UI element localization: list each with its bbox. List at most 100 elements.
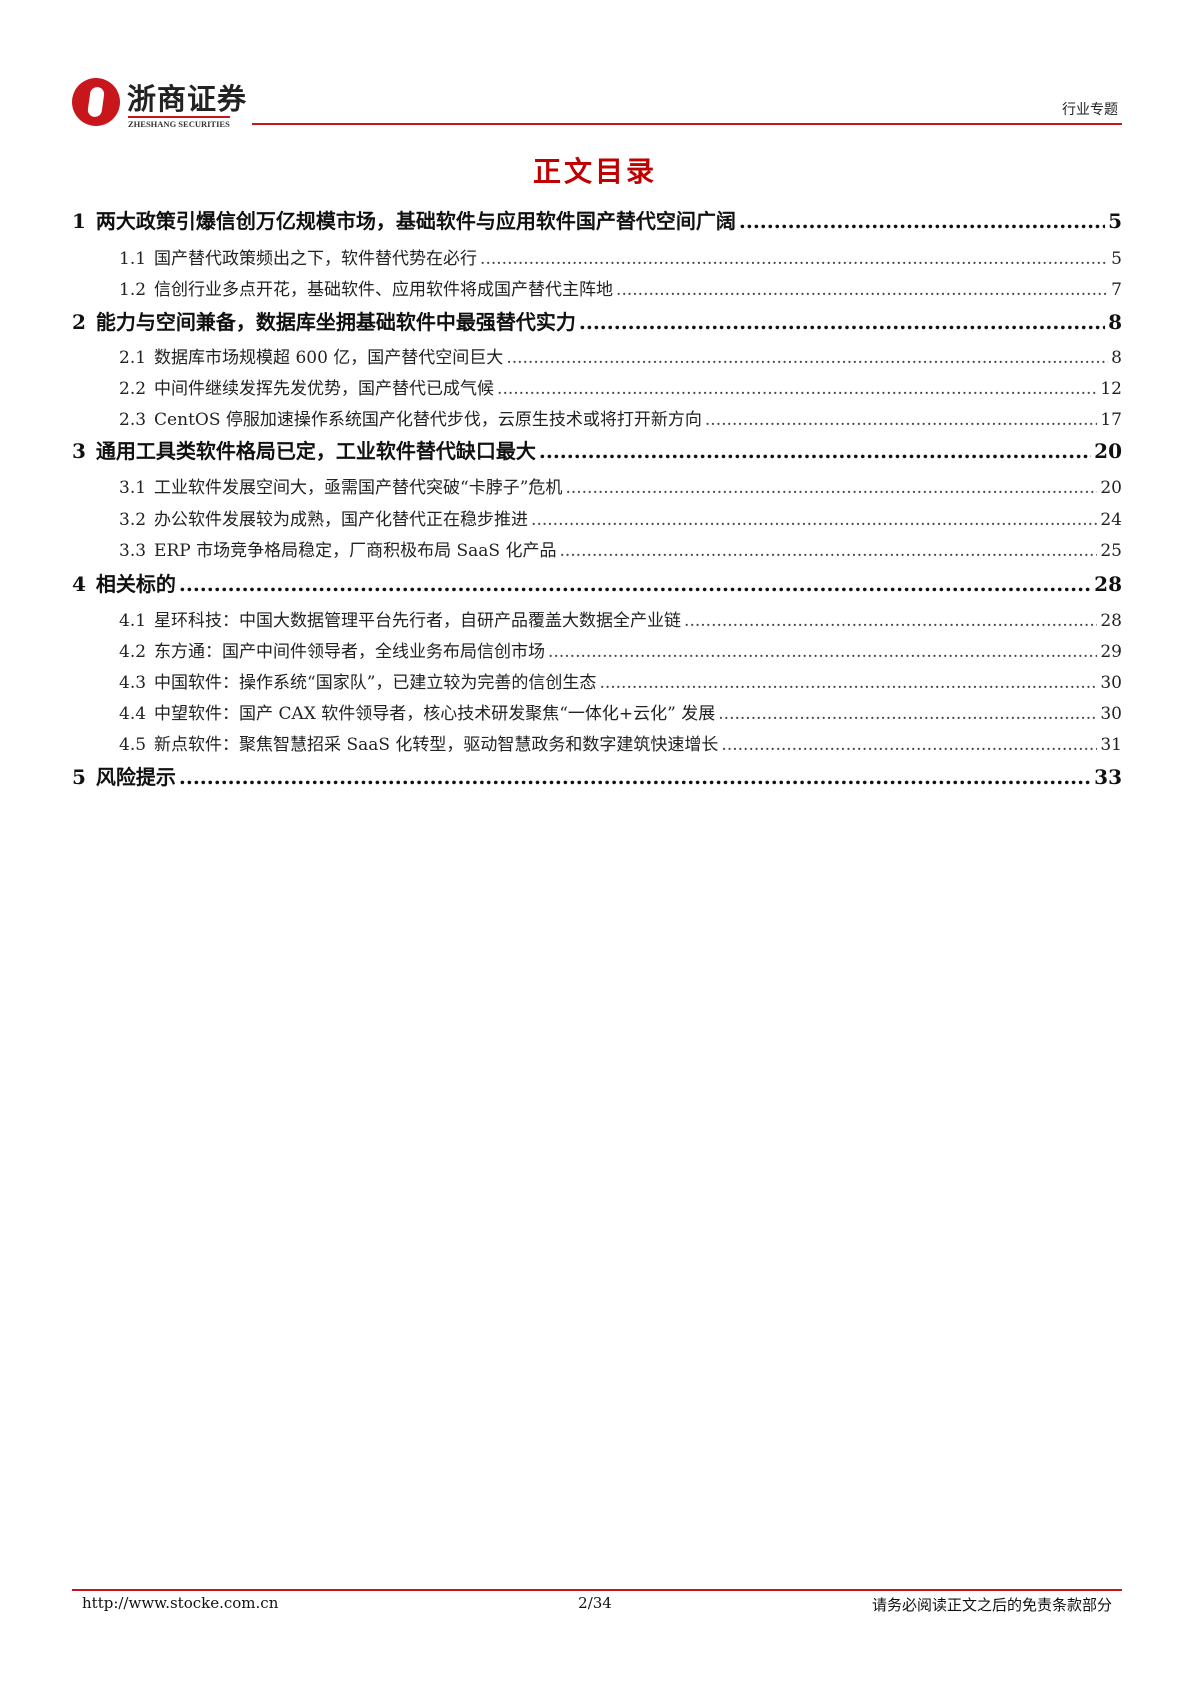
toc-leader-dots [559, 541, 1097, 561]
disclaimer-note: 请务必阅读正文之后的免责条款部分 [871, 1596, 1112, 1614]
toc-page-number: 33 [1094, 765, 1122, 789]
toc-leader-dots [497, 379, 1097, 399]
toc-number: 3 [72, 439, 86, 463]
toc-subsection[interactable]: 3.3 ERP 市场竞争格局稳定，厂商积极布局 SaaS 化产品 25 [72, 536, 1122, 561]
toc-subsection[interactable]: 4.1 星环科技：中国大数据管理平台先行者，自研产品覆盖大数据全产业链 28 [72, 606, 1122, 631]
toc-text: ERP 市场竞争格局稳定，厂商积极布局 SaaS 化产品 [154, 541, 557, 561]
toc-leader-dots [506, 348, 1108, 368]
toc-text: 数据库市场规模超 600 亿，国产替代空间巨大 [154, 348, 504, 368]
toc-number: 5 [72, 765, 86, 789]
toc-leader-dots [739, 209, 1105, 233]
logo-text-en: ZHESHANG SECURITIES [128, 116, 230, 129]
toc-number: 2.1 [119, 348, 147, 368]
toc-section[interactable]: 4 相关标的 28 [72, 568, 1122, 597]
toc-leader-dots [565, 478, 1097, 498]
toc-text: 相关标的 [95, 572, 176, 596]
toc-text: 国产替代政策频出之下，软件替代势在必行 [154, 249, 478, 269]
toc-number: 4.1 [119, 611, 147, 631]
toc-subsection[interactable]: 1.2 信创行业多点开花，基础软件、应用软件将成国产替代主阵地 7 [72, 275, 1122, 300]
toc-subsection[interactable]: 3.1 工业软件发展空间大，亟需国产替代突破“卡脖子”危机 20 [72, 473, 1122, 498]
toc-page-number: 29 [1100, 642, 1122, 662]
toc-text: 东方通：国产中间件领导者，全线业务布局信创市场 [154, 642, 546, 662]
toc-subsection[interactable]: 1.1 国产替代政策频出之下，软件替代势在必行 5 [72, 244, 1122, 269]
toc-subsection[interactable]: 2.2 中间件继续发挥先发优势，国产替代已成气候 12 [72, 374, 1122, 399]
toc-leader-dots [599, 673, 1097, 693]
toc-number: 4.4 [119, 704, 147, 724]
toc-number: 3.3 [119, 541, 147, 561]
toc-leader-dots [721, 735, 1097, 755]
toc-leader-dots [539, 439, 1091, 463]
footer-url-link[interactable]: http://www.stocke.com.cn [82, 1594, 279, 1612]
toc-page-number: 17 [1100, 410, 1122, 430]
toc-section[interactable]: 2 能力与空间兼备，数据库坐拥基础软件中最强替代实力 8 [72, 306, 1122, 335]
toc-text: 星环科技：中国大数据管理平台先行者，自研产品覆盖大数据全产业链 [154, 611, 682, 631]
toc-leader-dots [684, 611, 1097, 631]
toc-leader-dots [579, 310, 1105, 334]
toc-text: CentOS 停服加速操作系统国产化替代步伐，云原生技术或将打开新方向 [154, 410, 702, 430]
footer-divider [72, 1589, 1122, 1591]
toc-leader-dots [179, 765, 1091, 789]
toc-number: 1.2 [119, 280, 147, 300]
toc-subsection[interactable]: 4.3 中国软件：操作系统“国家队”，已建立较为完善的信创生态 30 [72, 668, 1122, 693]
report-type-tag: 行业专题 [1062, 102, 1118, 118]
toc-text: 中间件继续发挥先发优势，国产替代已成气候 [154, 379, 495, 399]
toc-leader-dots [179, 572, 1091, 596]
toc-page-number: 28 [1100, 611, 1122, 631]
toc-subsection[interactable]: 4.4 中望软件：国产 CAX 软件领导者，核心技术研发聚焦“一体化+云化” 发展… [72, 699, 1122, 724]
toc-number: 2 [72, 310, 86, 334]
toc-page-number: 8 [1108, 310, 1122, 334]
toc-section[interactable]: 1 两大政策引爆信创万亿规模市场，基础软件与应用软件国产替代空间广阔 5 [72, 205, 1122, 234]
toc-page-number: 25 [1100, 541, 1122, 561]
company-logo: 浙商证券 ZHESHANG SECURITIES [72, 76, 252, 129]
toc-page-number: 20 [1094, 439, 1122, 463]
toc-leader-dots [705, 410, 1097, 430]
toc-page-number: 5 [1108, 209, 1122, 233]
toc-number: 4.3 [119, 673, 147, 693]
toc-page-number: 20 [1100, 478, 1122, 498]
toc-page-number: 24 [1100, 510, 1122, 530]
toc-number: 1.1 [119, 249, 147, 269]
toc-number: 4.5 [119, 735, 147, 755]
toc-page-number: 28 [1094, 572, 1122, 596]
toc-title: 正文目录 [532, 155, 657, 188]
toc-leader-dots [531, 510, 1097, 530]
toc-text: 办公软件发展较为成熟，国产化替代正在稳步推进 [154, 510, 529, 530]
toc-leader-dots [718, 704, 1097, 724]
page-number: 2/34 [578, 1594, 612, 1612]
toc-text: 通用工具类软件格局已定，工业软件替代缺口最大 [95, 439, 536, 463]
toc-text: 新点软件：聚焦智慧招采 SaaS 化转型，驱动智慧政务和数字建筑快速增长 [154, 735, 719, 755]
toc-subsection[interactable]: 2.3 CentOS 停服加速操作系统国产化替代步伐，云原生技术或将打开新方向 17 [72, 405, 1122, 430]
toc-leader-dots [616, 280, 1108, 300]
toc-page-number: 12 [1100, 379, 1122, 399]
toc-section[interactable]: 3 通用工具类软件格局已定，工业软件替代缺口最大 20 [72, 435, 1122, 464]
toc-number: 3.2 [119, 510, 147, 530]
toc-page-number: 31 [1100, 735, 1122, 755]
toc-section[interactable]: 5 风险提示 33 [72, 761, 1122, 790]
toc-text: 风险提示 [95, 765, 176, 789]
toc-page-number: 8 [1111, 348, 1122, 368]
toc-subsection[interactable]: 2.1 数据库市场规模超 600 亿，国产替代空间巨大 8 [72, 343, 1122, 368]
toc-text: 工业软件发展空间大，亟需国产替代突破“卡脖子”危机 [154, 478, 563, 498]
toc-text: 能力与空间兼备，数据库坐拥基础软件中最强替代实力 [95, 310, 576, 334]
toc-page-number: 30 [1100, 704, 1122, 724]
toc-text: 信创行业多点开花，基础软件、应用软件将成国产替代主阵地 [154, 280, 614, 300]
toc-leader-dots [480, 249, 1108, 269]
toc-number: 3.1 [119, 478, 147, 498]
toc-text: 两大政策引爆信创万亿规模市场，基础软件与应用软件国产替代空间广阔 [95, 209, 736, 233]
toc-subsection[interactable]: 3.2 办公软件发展较为成熟，国产化替代正在稳步推进 24 [72, 505, 1122, 530]
toc-leader-dots [548, 642, 1097, 662]
toc-subsection[interactable]: 4.5 新点软件：聚焦智慧招采 SaaS 化转型，驱动智慧政务和数字建筑快速增长 3… [72, 730, 1122, 755]
toc-number: 2.3 [119, 410, 147, 430]
toc-text: 中国软件：操作系统“国家队”，已建立较为完善的信创生态 [154, 673, 597, 693]
logo-mark-icon [72, 78, 120, 126]
toc-number: 1 [72, 209, 86, 233]
toc-subsection[interactable]: 4.2 东方通：国产中间件领导者，全线业务布局信创市场 29 [72, 637, 1122, 662]
toc-number: 4 [72, 572, 86, 596]
toc-number: 2.2 [119, 379, 147, 399]
toc-number: 4.2 [119, 642, 147, 662]
toc-page-number: 30 [1100, 673, 1122, 693]
toc-text: 中望软件：国产 CAX 软件领导者，核心技术研发聚焦“一体化+云化” 发展 [154, 704, 716, 724]
header-divider [252, 123, 1122, 125]
toc-page-number: 5 [1111, 249, 1122, 269]
toc-page-number: 7 [1111, 280, 1122, 300]
